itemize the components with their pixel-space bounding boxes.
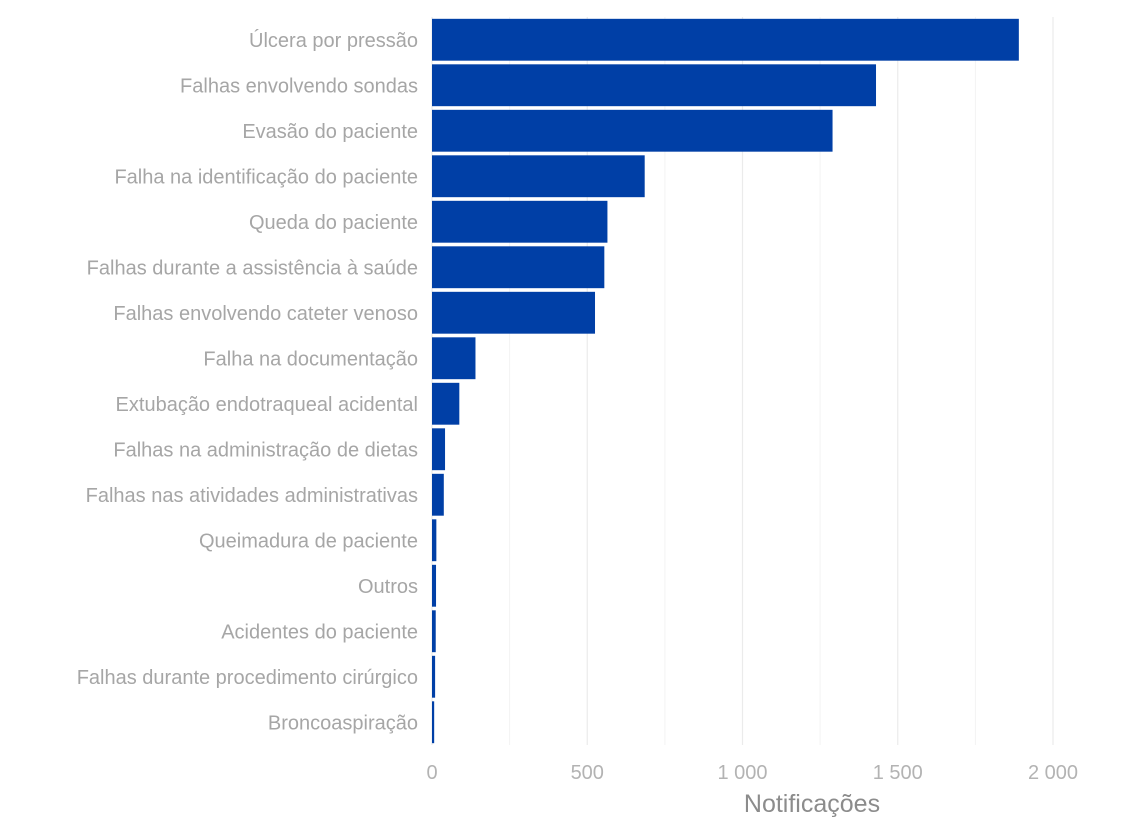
category-label: Falhas na administração de dietas	[113, 439, 418, 461]
category-label: Úlcera por pressão	[249, 29, 418, 52]
bar	[432, 610, 436, 653]
category-label: Falha na documentação	[203, 348, 418, 370]
category-label: Falhas envolvendo cateter venoso	[113, 303, 418, 325]
category-label: Queimadura de paciente	[199, 530, 418, 552]
category-label: Queda do paciente	[249, 212, 418, 234]
bar	[432, 18, 1019, 61]
bar	[432, 428, 446, 471]
category-label: Evasão do paciente	[242, 121, 418, 143]
category-label: Falhas durante procedimento cirúrgico	[77, 667, 418, 689]
bar	[432, 246, 605, 289]
category-label: Falha na identificação do paciente	[114, 166, 418, 188]
bar	[432, 473, 444, 516]
category-label: Broncoaspiração	[268, 712, 418, 734]
bar	[432, 200, 608, 243]
bar	[432, 155, 645, 198]
bar	[432, 564, 437, 607]
bar	[432, 382, 460, 425]
category-label: Acidentes do paciente	[221, 621, 418, 643]
bar	[432, 64, 877, 107]
bar	[432, 519, 437, 562]
x-tick-labels: 0 500 1 000 1 500 2 000	[426, 762, 1078, 784]
category-label: Falhas durante a assistência à saúde	[87, 257, 418, 279]
bar	[432, 337, 476, 380]
bar	[432, 291, 596, 334]
category-label: Extubação endotraqueal acidental	[116, 394, 418, 416]
category-labels: Úlcera por pressão Falhas envolvendo sond…	[77, 29, 418, 735]
x-tick-label: 1 500	[873, 762, 923, 784]
category-label: Falhas nas atividades administrativas	[86, 485, 418, 507]
category-label: Falhas envolvendo sondas	[180, 75, 418, 97]
x-tick-label: 500	[571, 762, 604, 784]
bars	[432, 18, 1019, 744]
x-tick-label: 1 000	[717, 762, 767, 784]
x-tick-label: 0	[426, 762, 437, 784]
category-label: Outros	[358, 576, 418, 598]
bar	[432, 701, 435, 744]
x-axis-title: Notificações	[744, 790, 880, 818]
bar	[432, 109, 833, 152]
x-tick-label: 2 000	[1028, 762, 1078, 784]
bar	[432, 655, 436, 698]
